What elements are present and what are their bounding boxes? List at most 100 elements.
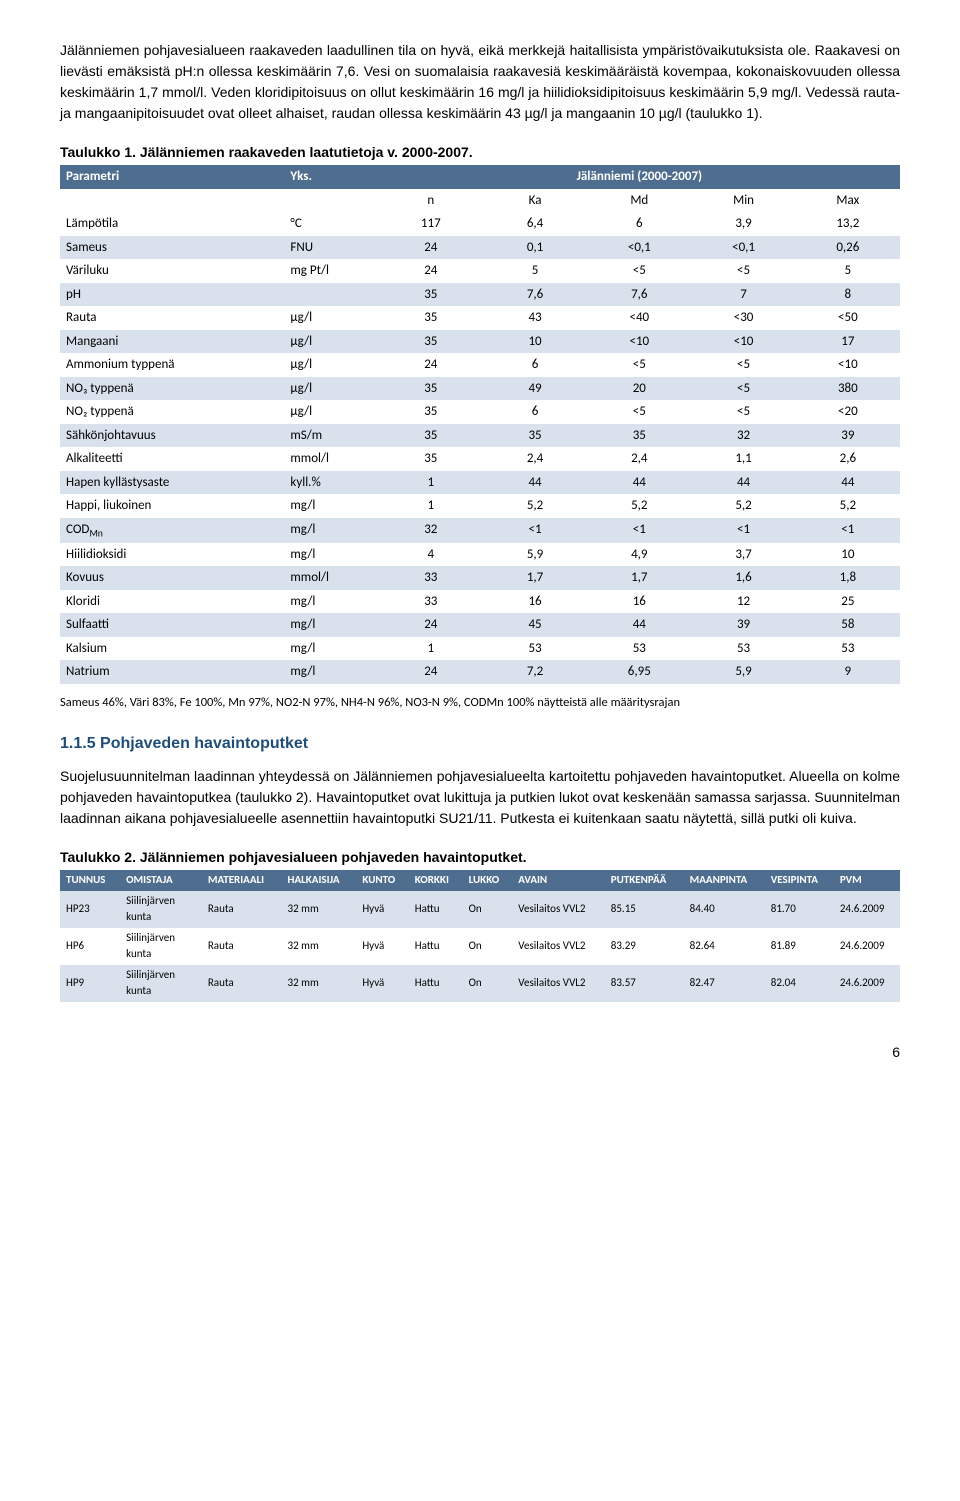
cell-value: 6,4 bbox=[483, 212, 587, 236]
cell-yks: mg/l bbox=[284, 590, 378, 614]
cell-value: <5 bbox=[587, 259, 691, 283]
cell-value: 53 bbox=[483, 637, 587, 661]
cell-value: 32 mm bbox=[282, 891, 357, 928]
cell-value: Vesilaitos VVL2 bbox=[512, 965, 604, 1002]
table2-caption: Taulukko 2. Jälänniemen pohjavesialueen … bbox=[60, 847, 900, 868]
cell-yks bbox=[284, 283, 378, 307]
subcol-md: Md bbox=[587, 189, 691, 213]
cell-value: 5 bbox=[483, 259, 587, 283]
cell-yks: mg/l bbox=[284, 660, 378, 684]
cell-value: 1,1 bbox=[691, 447, 795, 471]
cell-value: 35 bbox=[587, 424, 691, 448]
cell-value: 7,2 bbox=[483, 660, 587, 684]
cell-value: 5,2 bbox=[587, 494, 691, 518]
cell-yks: mg Pt/l bbox=[284, 259, 378, 283]
cell-parametri: Sulfaatti bbox=[60, 613, 284, 637]
table-row: Värilukumg Pt/l245<5<55 bbox=[60, 259, 900, 283]
cell-value: 7,6 bbox=[483, 283, 587, 307]
table2-col: HALKAISIJA bbox=[282, 870, 357, 891]
cell-value: 35 bbox=[379, 424, 483, 448]
cell-value: <5 bbox=[691, 377, 795, 401]
table-row: Hiilidioksidimg/l45,94,93,710 bbox=[60, 543, 900, 567]
page-number: 6 bbox=[60, 1042, 900, 1063]
cell-value: 380 bbox=[796, 377, 900, 401]
cell-value: 7 bbox=[691, 283, 795, 307]
cell-value: 44 bbox=[587, 613, 691, 637]
cell-value: 0,1 bbox=[483, 236, 587, 260]
table-row: Kovuusmmol/l331,71,71,61,8 bbox=[60, 566, 900, 590]
cell-value: 6 bbox=[483, 400, 587, 424]
cell-value: 43 bbox=[483, 306, 587, 330]
cell-parametri: Alkaliteetti bbox=[60, 447, 284, 471]
cell-parametri: Kovuus bbox=[60, 566, 284, 590]
cell-value: 1 bbox=[379, 637, 483, 661]
cell-yks: µg/l bbox=[284, 330, 378, 354]
table-row: SähkönjohtavuusmS/m3535353239 bbox=[60, 424, 900, 448]
cell-value: 1 bbox=[379, 494, 483, 518]
table1-subheader: n Ka Md Min Max bbox=[60, 189, 900, 213]
cell-value: 32 bbox=[379, 518, 483, 543]
cell-value: On bbox=[463, 965, 513, 1002]
cell-value: 5,9 bbox=[483, 543, 587, 567]
cell-value: Hattu bbox=[409, 891, 463, 928]
col-parametri: Parametri bbox=[60, 165, 284, 189]
cell-value: 24.6.2009 bbox=[834, 891, 900, 928]
cell-value: 81.70 bbox=[765, 891, 834, 928]
cell-value: 45 bbox=[483, 613, 587, 637]
cell-value: 49 bbox=[483, 377, 587, 401]
cell-value: 6,95 bbox=[587, 660, 691, 684]
cell-value: Vesilaitos VVL2 bbox=[512, 928, 604, 965]
table2-col: LUKKO bbox=[463, 870, 513, 891]
cell-value: 16 bbox=[587, 590, 691, 614]
cell-value: Vesilaitos VVL2 bbox=[512, 891, 604, 928]
table2-col: PUTKENPÄÄ bbox=[605, 870, 684, 891]
table-row: CODMnmg/l32<1<1<1<1 bbox=[60, 518, 900, 543]
table1-caption: Taulukko 1. Jälänniemen raakaveden laatu… bbox=[60, 142, 900, 163]
cell-parametri: Sähkönjohtavuus bbox=[60, 424, 284, 448]
table1: Parametri Yks. Jälänniemi (2000-2007) n … bbox=[60, 165, 900, 684]
cell-value: 82.47 bbox=[684, 965, 765, 1002]
cell-yks: mg/l bbox=[284, 637, 378, 661]
cell-yks: mg/l bbox=[284, 494, 378, 518]
cell-value: 7,6 bbox=[587, 283, 691, 307]
cell-value: <10 bbox=[796, 353, 900, 377]
subcol-n: n bbox=[379, 189, 483, 213]
cell-yks: mg/l bbox=[284, 518, 378, 543]
subcol-ka: Ka bbox=[483, 189, 587, 213]
cell-value: 32 bbox=[691, 424, 795, 448]
table-row: Rautaµg/l3543<40<30<50 bbox=[60, 306, 900, 330]
cell-parametri: Hiilidioksidi bbox=[60, 543, 284, 567]
table2: TUNNUSOMISTAJAMATERIAALIHALKAISIJAKUNTOK… bbox=[60, 870, 900, 1002]
cell-parametri: Lämpötila bbox=[60, 212, 284, 236]
cell-value: HP23 bbox=[60, 891, 120, 928]
cell-value: Hyvä bbox=[356, 965, 408, 1002]
cell-value: 16 bbox=[483, 590, 587, 614]
cell-value: 24 bbox=[379, 236, 483, 260]
cell-value: 24 bbox=[379, 660, 483, 684]
cell-value: 17 bbox=[796, 330, 900, 354]
cell-value: <0,1 bbox=[691, 236, 795, 260]
section-1-1-5-paragraph: Suojelusuunnitelman laadinnan yhteydessä… bbox=[60, 766, 900, 829]
cell-value: 84.40 bbox=[684, 891, 765, 928]
cell-value: 82.04 bbox=[765, 965, 834, 1002]
cell-value: 2,4 bbox=[483, 447, 587, 471]
cell-value: 32 mm bbox=[282, 965, 357, 1002]
cell-parametri: NO₃ typpenä bbox=[60, 377, 284, 401]
cell-value: 10 bbox=[796, 543, 900, 567]
cell-value: <20 bbox=[796, 400, 900, 424]
cell-value: <1 bbox=[587, 518, 691, 543]
cell-parametri: pH bbox=[60, 283, 284, 307]
cell-value: 1,7 bbox=[483, 566, 587, 590]
cell-value: 58 bbox=[796, 613, 900, 637]
table-row: Kloridimg/l3316161225 bbox=[60, 590, 900, 614]
cell-value: <1 bbox=[691, 518, 795, 543]
subcol-max: Max bbox=[796, 189, 900, 213]
cell-parametri: Hapen kyllästysaste bbox=[60, 471, 284, 495]
section-1-1-5-title: 1.1.5 Pohjaveden havaintoputket bbox=[60, 732, 900, 756]
table2-col: AVAIN bbox=[512, 870, 604, 891]
table-row: SameusFNU240,1<0,1<0,10,26 bbox=[60, 236, 900, 260]
cell-value: 44 bbox=[587, 471, 691, 495]
cell-value: <5 bbox=[691, 353, 795, 377]
cell-value: Rauta bbox=[202, 928, 282, 965]
cell-value: <0,1 bbox=[587, 236, 691, 260]
